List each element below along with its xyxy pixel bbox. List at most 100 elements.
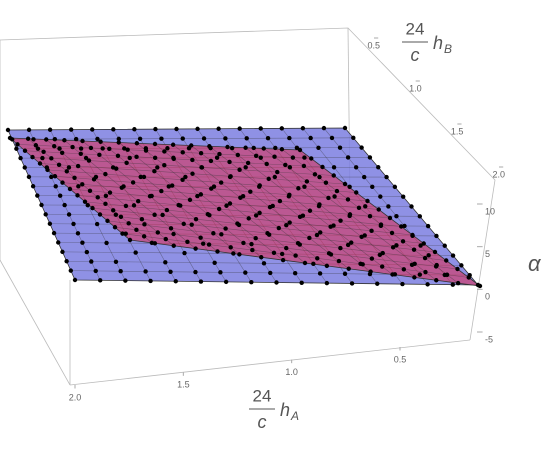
sample-point bbox=[162, 162, 167, 168]
sample-point bbox=[123, 278, 128, 283]
sample-point bbox=[358, 261, 363, 266]
tick-label: 1.0 bbox=[285, 367, 298, 377]
sample-point bbox=[375, 281, 380, 286]
label-numerator: 24 bbox=[406, 19, 425, 38]
sample-point bbox=[94, 221, 100, 227]
sample-point bbox=[455, 266, 460, 272]
sample-point bbox=[400, 281, 405, 287]
sample-point bbox=[421, 241, 426, 246]
sample-point bbox=[261, 146, 266, 151]
sample-point bbox=[277, 198, 283, 204]
label-numerator: 24 bbox=[253, 386, 272, 405]
sample-point bbox=[180, 177, 185, 182]
sample-point bbox=[171, 156, 176, 162]
sample-point bbox=[75, 193, 80, 198]
mesh-line bbox=[62, 182, 379, 210]
sample-point bbox=[386, 204, 391, 209]
mesh-line bbox=[77, 195, 402, 227]
sample-point bbox=[284, 223, 289, 228]
sample-point bbox=[293, 253, 298, 258]
mesh-line bbox=[245, 147, 415, 278]
sample-point bbox=[272, 174, 278, 180]
sample-point bbox=[349, 281, 355, 286]
sample-point bbox=[152, 155, 158, 161]
sample-point bbox=[243, 270, 248, 275]
sample-point bbox=[180, 136, 185, 141]
sample-point bbox=[231, 251, 236, 256]
sample-point bbox=[114, 166, 119, 171]
sample-point bbox=[378, 222, 384, 227]
sample-point bbox=[123, 231, 128, 236]
sample-point bbox=[89, 259, 94, 264]
tick-label: 0.5 bbox=[367, 40, 380, 50]
sample-point bbox=[394, 213, 399, 219]
sample-point bbox=[279, 126, 285, 131]
sample-point bbox=[205, 212, 211, 217]
sample-point bbox=[147, 194, 153, 199]
sample-point bbox=[266, 176, 271, 182]
sample-point bbox=[227, 159, 232, 165]
sample-point bbox=[82, 199, 88, 204]
sample-point bbox=[296, 186, 301, 191]
sample-point bbox=[410, 232, 415, 238]
sample-point bbox=[182, 250, 187, 256]
sample-point bbox=[39, 202, 44, 208]
sample-point bbox=[268, 270, 273, 276]
sample-point bbox=[80, 182, 85, 187]
sample-point bbox=[198, 235, 203, 240]
sample-point bbox=[72, 175, 77, 180]
sample-point bbox=[417, 214, 423, 219]
sample-point bbox=[295, 240, 301, 246]
sample-point bbox=[320, 164, 325, 170]
sample-point bbox=[162, 149, 167, 154]
sample-point bbox=[299, 280, 304, 286]
sample-point bbox=[127, 155, 132, 161]
sample-point bbox=[166, 184, 171, 189]
sample-point bbox=[52, 174, 58, 179]
sample-point bbox=[116, 140, 121, 145]
sample-point bbox=[59, 150, 65, 155]
sample-point bbox=[214, 155, 220, 160]
sample-point bbox=[155, 230, 161, 235]
sample-point bbox=[103, 201, 108, 207]
sample-point bbox=[276, 225, 282, 231]
sample-point bbox=[323, 180, 329, 185]
tick-label: 5 bbox=[485, 249, 490, 259]
sample-point bbox=[331, 173, 336, 178]
sample-point bbox=[72, 277, 78, 283]
sample-point bbox=[113, 259, 119, 264]
sample-point bbox=[228, 174, 233, 179]
sample-point bbox=[249, 241, 254, 247]
tick-label: 1.5 bbox=[177, 380, 190, 390]
sample-point bbox=[153, 126, 158, 132]
sample-point bbox=[193, 216, 199, 222]
sample-point bbox=[317, 271, 323, 276]
sample-point bbox=[160, 212, 165, 218]
sample-point bbox=[115, 153, 121, 159]
sample-point bbox=[332, 194, 337, 199]
sample-point bbox=[80, 138, 85, 144]
sample-point bbox=[432, 249, 438, 255]
sample-point bbox=[116, 136, 121, 142]
sample-point bbox=[15, 142, 20, 147]
sample-point bbox=[294, 145, 300, 151]
sample-point bbox=[302, 184, 307, 189]
mesh-line bbox=[32, 156, 334, 176]
sample-point bbox=[133, 250, 138, 255]
sample-point bbox=[174, 126, 179, 132]
sample-point bbox=[87, 188, 93, 194]
sample-point bbox=[342, 271, 348, 276]
sample-point bbox=[257, 210, 262, 216]
sample-point bbox=[455, 280, 461, 286]
sample-point bbox=[297, 214, 303, 219]
sample-point bbox=[185, 239, 190, 245]
sample-point bbox=[376, 207, 381, 212]
sample-point bbox=[49, 174, 54, 180]
sample-point bbox=[324, 263, 330, 269]
sample-point bbox=[338, 245, 343, 251]
sample-point bbox=[76, 184, 81, 189]
sample-point bbox=[261, 261, 267, 266]
sample-point bbox=[131, 203, 137, 208]
sample-point bbox=[321, 125, 327, 131]
sample-point bbox=[137, 136, 143, 141]
